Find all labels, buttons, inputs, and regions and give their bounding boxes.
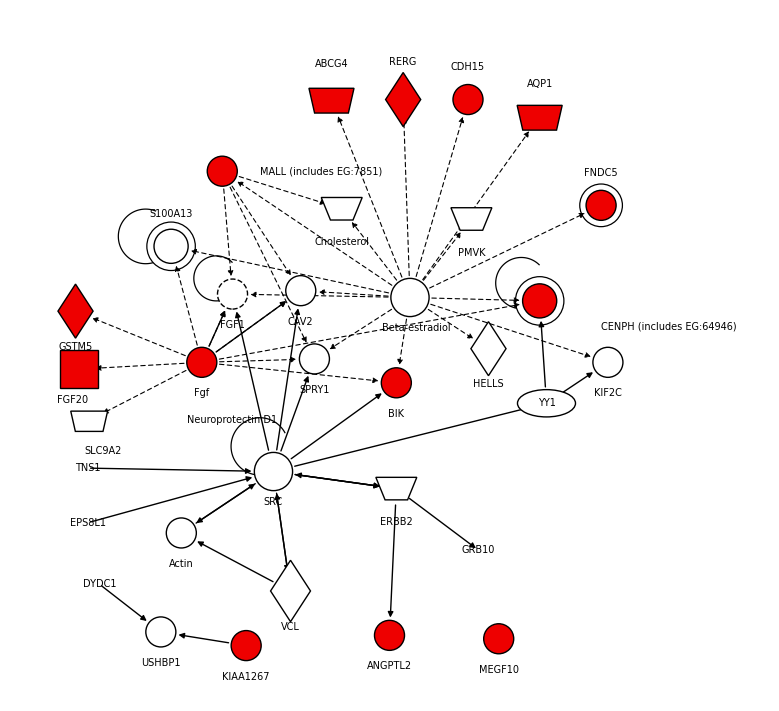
Polygon shape: [309, 88, 354, 113]
Text: ANGPTL2: ANGPTL2: [367, 661, 412, 671]
Text: CAV2: CAV2: [288, 316, 314, 326]
Polygon shape: [270, 560, 311, 621]
Circle shape: [255, 452, 293, 491]
Text: Fgf: Fgf: [194, 388, 210, 398]
Polygon shape: [517, 105, 562, 130]
Text: BIK: BIK: [388, 409, 404, 419]
Circle shape: [299, 344, 330, 374]
Text: DYDC1: DYDC1: [83, 579, 116, 589]
Circle shape: [484, 624, 513, 654]
Polygon shape: [386, 73, 421, 127]
Circle shape: [187, 347, 217, 378]
Polygon shape: [321, 198, 362, 220]
Text: MALL (includes EG:7851): MALL (includes EG:7851): [260, 166, 382, 176]
Circle shape: [580, 184, 622, 227]
Circle shape: [453, 85, 483, 114]
Text: Cholesterol: Cholesterol: [314, 237, 369, 247]
Polygon shape: [71, 411, 108, 432]
Text: ERBB2: ERBB2: [380, 518, 413, 528]
Text: USHBP1: USHBP1: [141, 658, 181, 668]
Circle shape: [154, 229, 189, 263]
Text: KIF2C: KIF2C: [594, 388, 622, 398]
Polygon shape: [451, 208, 492, 230]
Text: ABCG4: ABCG4: [315, 59, 348, 69]
Polygon shape: [58, 284, 93, 338]
Circle shape: [391, 279, 429, 316]
Text: AQP1: AQP1: [527, 80, 553, 90]
Circle shape: [375, 620, 404, 651]
Text: TNS1: TNS1: [75, 463, 100, 473]
Text: HELLS: HELLS: [473, 380, 504, 390]
Circle shape: [586, 191, 616, 220]
Circle shape: [147, 222, 196, 270]
Circle shape: [166, 518, 196, 548]
Text: EPS8L1: EPS8L1: [70, 518, 106, 528]
Circle shape: [523, 284, 557, 318]
Text: GSTM5: GSTM5: [58, 342, 93, 352]
Text: Beta-estradiol: Beta-estradiol: [382, 324, 451, 333]
Bar: [60, 350, 98, 388]
Circle shape: [231, 631, 261, 661]
Text: KIAA1267: KIAA1267: [223, 671, 270, 682]
Circle shape: [207, 156, 238, 186]
Text: FGF20: FGF20: [57, 395, 88, 405]
Text: RERG: RERG: [390, 58, 417, 68]
Text: CDH15: CDH15: [451, 63, 485, 73]
Text: PMVK: PMVK: [457, 247, 485, 257]
Circle shape: [516, 277, 564, 325]
Text: MEGF10: MEGF10: [479, 665, 519, 675]
Text: SRC: SRC: [264, 498, 283, 508]
Text: YY1: YY1: [538, 398, 555, 408]
Ellipse shape: [517, 390, 576, 417]
Text: Actin: Actin: [169, 559, 194, 569]
Circle shape: [217, 279, 248, 309]
Text: CENPH (includes EG:64946): CENPH (includes EG:64946): [601, 322, 737, 332]
Circle shape: [146, 617, 176, 647]
Circle shape: [286, 276, 315, 306]
Text: VCL: VCL: [281, 621, 300, 631]
Text: FNDC5: FNDC5: [584, 168, 618, 178]
Polygon shape: [471, 321, 506, 375]
Text: GRB10: GRB10: [461, 545, 495, 555]
Circle shape: [381, 368, 411, 398]
Text: S100A13: S100A13: [150, 209, 192, 219]
Text: Neuroprotectin D1: Neuroprotectin D1: [188, 415, 277, 425]
Text: SPRY1: SPRY1: [299, 385, 330, 395]
Circle shape: [593, 347, 623, 378]
Text: SLC9A2: SLC9A2: [84, 447, 122, 456]
Text: FGF1: FGF1: [220, 320, 245, 330]
Polygon shape: [375, 477, 417, 500]
